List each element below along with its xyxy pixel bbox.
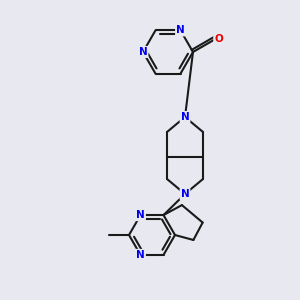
Text: N: N <box>139 47 147 57</box>
Text: N: N <box>136 250 145 260</box>
Text: N: N <box>176 25 185 35</box>
Text: N: N <box>181 189 189 199</box>
Text: N: N <box>181 112 189 122</box>
Text: N: N <box>136 210 145 220</box>
Text: O: O <box>214 34 223 44</box>
